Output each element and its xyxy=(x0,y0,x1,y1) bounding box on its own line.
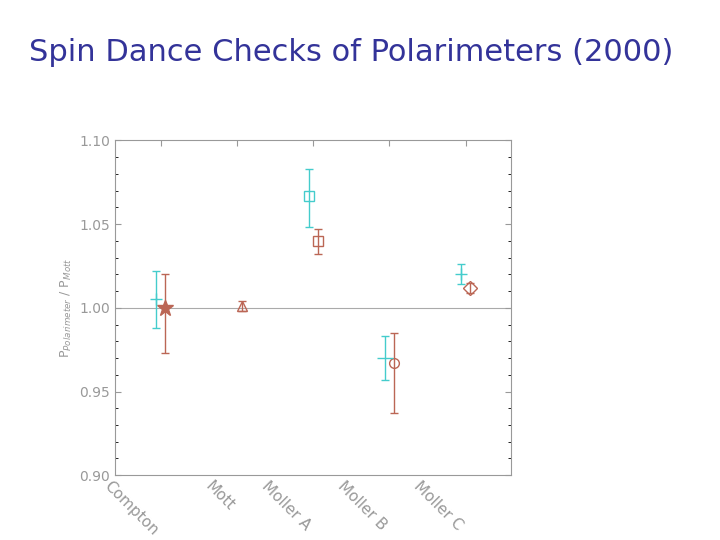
Text: Moller C: Moller C xyxy=(411,478,466,534)
Text: Moller B: Moller B xyxy=(335,478,390,533)
Text: Mott: Mott xyxy=(202,478,237,514)
Text: Moller A: Moller A xyxy=(258,478,313,533)
Text: Compton: Compton xyxy=(101,478,161,538)
Text: Spin Dance Checks of Polarimeters (2000): Spin Dance Checks of Polarimeters (2000) xyxy=(29,38,673,67)
Y-axis label: P$_{Polarimeter}$ / P$_{Mott}$: P$_{Polarimeter}$ / P$_{Mott}$ xyxy=(59,258,74,358)
